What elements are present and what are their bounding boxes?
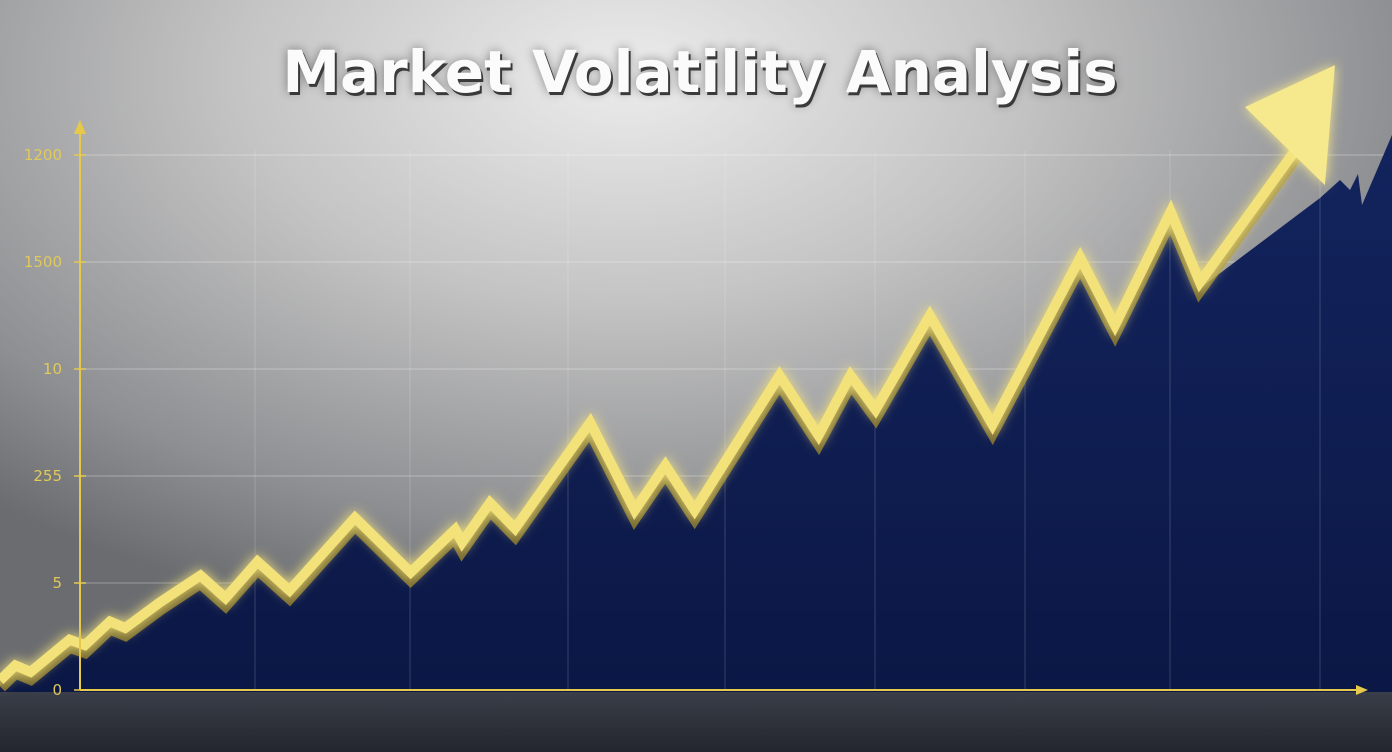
y-tick-label: 5 xyxy=(52,574,62,592)
area-fill xyxy=(0,135,1392,692)
y-tick-label: 1200 xyxy=(24,146,62,164)
y-tick-label: 10 xyxy=(43,360,62,378)
trend-arrow-icon xyxy=(1244,65,1335,186)
y-tick-label: 0 xyxy=(52,681,62,699)
y-tick-label: 255 xyxy=(33,467,62,485)
y-axis-arrow-icon xyxy=(74,120,86,134)
y-tick-label: 1500 xyxy=(24,253,62,271)
floor-band xyxy=(0,692,1392,752)
x-axis-arrow-icon xyxy=(1356,685,1368,695)
series-line xyxy=(0,127,1314,684)
chart-title: Market Volatility Analysis xyxy=(282,38,1118,106)
